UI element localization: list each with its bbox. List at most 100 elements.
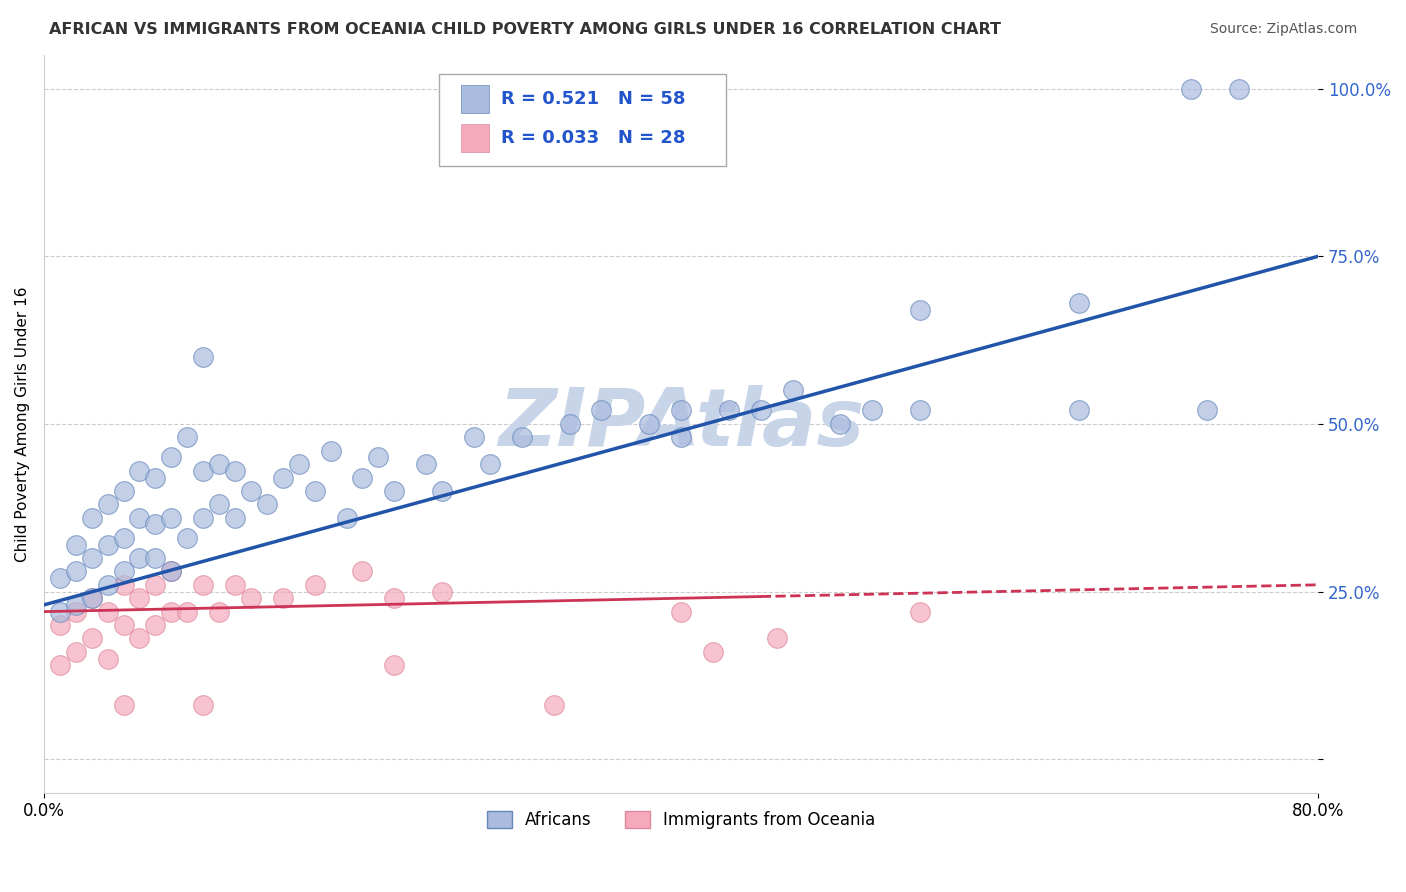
- Point: [80, 591, 103, 606]
- Point: [49, 605, 72, 619]
- Point: [65, 538, 87, 552]
- Point: [335, 510, 357, 524]
- Point: [49, 658, 72, 673]
- Point: [271, 470, 294, 484]
- Point: [193, 698, 215, 713]
- Point: [80, 510, 103, 524]
- Point: [145, 517, 167, 532]
- Point: [510, 430, 533, 444]
- Point: [97, 538, 120, 552]
- Point: [160, 565, 183, 579]
- Point: [65, 565, 87, 579]
- Point: [669, 403, 692, 417]
- FancyBboxPatch shape: [461, 86, 489, 113]
- Point: [430, 483, 453, 498]
- Point: [430, 584, 453, 599]
- Point: [193, 464, 215, 478]
- Point: [160, 565, 183, 579]
- Point: [543, 698, 565, 713]
- Point: [193, 510, 215, 524]
- Point: [208, 497, 231, 511]
- Point: [128, 591, 150, 606]
- Point: [112, 531, 135, 545]
- Point: [128, 464, 150, 478]
- Point: [591, 403, 613, 417]
- Point: [382, 483, 405, 498]
- Point: [240, 591, 263, 606]
- Text: Source: ZipAtlas.com: Source: ZipAtlas.com: [1209, 22, 1357, 37]
- Text: R = 0.521   N = 58: R = 0.521 N = 58: [502, 90, 686, 109]
- Point: [112, 618, 135, 632]
- Point: [208, 457, 231, 471]
- Point: [160, 450, 183, 465]
- Point: [208, 605, 231, 619]
- Point: [638, 417, 661, 431]
- Point: [558, 417, 581, 431]
- Point: [145, 578, 167, 592]
- Point: [112, 565, 135, 579]
- Point: [908, 605, 931, 619]
- Point: [80, 632, 103, 646]
- FancyBboxPatch shape: [461, 124, 489, 152]
- Point: [176, 430, 198, 444]
- Point: [128, 551, 150, 566]
- Point: [319, 443, 342, 458]
- Point: [352, 565, 374, 579]
- Point: [49, 618, 72, 632]
- Point: [749, 403, 772, 417]
- Point: [669, 605, 692, 619]
- Legend: Africans, Immigrants from Oceania: Africans, Immigrants from Oceania: [479, 805, 882, 836]
- Point: [304, 483, 326, 498]
- Point: [908, 302, 931, 317]
- Point: [765, 632, 787, 646]
- Point: [224, 578, 246, 592]
- Point: [97, 651, 120, 665]
- Text: ZIPAtlas: ZIPAtlas: [498, 384, 865, 463]
- Text: R = 0.033   N = 28: R = 0.033 N = 28: [502, 128, 686, 147]
- Point: [240, 483, 263, 498]
- Point: [160, 510, 183, 524]
- Point: [1227, 81, 1250, 95]
- Text: AFRICAN VS IMMIGRANTS FROM OCEANIA CHILD POVERTY AMONG GIRLS UNDER 16 CORRELATIO: AFRICAN VS IMMIGRANTS FROM OCEANIA CHILD…: [49, 22, 1001, 37]
- Point: [145, 470, 167, 484]
- Point: [463, 430, 485, 444]
- Point: [367, 450, 389, 465]
- Point: [1069, 403, 1091, 417]
- Point: [1195, 403, 1218, 417]
- Point: [382, 658, 405, 673]
- Y-axis label: Child Poverty Among Girls Under 16: Child Poverty Among Girls Under 16: [15, 286, 30, 562]
- Point: [669, 430, 692, 444]
- Point: [97, 578, 120, 592]
- Point: [145, 551, 167, 566]
- Point: [176, 531, 198, 545]
- Point: [908, 403, 931, 417]
- Point: [160, 605, 183, 619]
- Point: [478, 457, 501, 471]
- Point: [49, 571, 72, 585]
- Point: [97, 605, 120, 619]
- Point: [830, 417, 852, 431]
- Point: [224, 464, 246, 478]
- Point: [256, 497, 278, 511]
- Point: [97, 497, 120, 511]
- Point: [193, 350, 215, 364]
- Point: [352, 470, 374, 484]
- Point: [128, 510, 150, 524]
- Point: [287, 457, 309, 471]
- Point: [145, 618, 167, 632]
- Point: [860, 403, 883, 417]
- Point: [224, 510, 246, 524]
- Point: [128, 632, 150, 646]
- Point: [112, 698, 135, 713]
- Point: [304, 578, 326, 592]
- Point: [382, 591, 405, 606]
- Point: [702, 645, 724, 659]
- Point: [65, 598, 87, 612]
- Point: [80, 551, 103, 566]
- Point: [65, 645, 87, 659]
- Point: [415, 457, 437, 471]
- Point: [782, 384, 804, 398]
- Point: [80, 591, 103, 606]
- Point: [65, 605, 87, 619]
- Point: [717, 403, 740, 417]
